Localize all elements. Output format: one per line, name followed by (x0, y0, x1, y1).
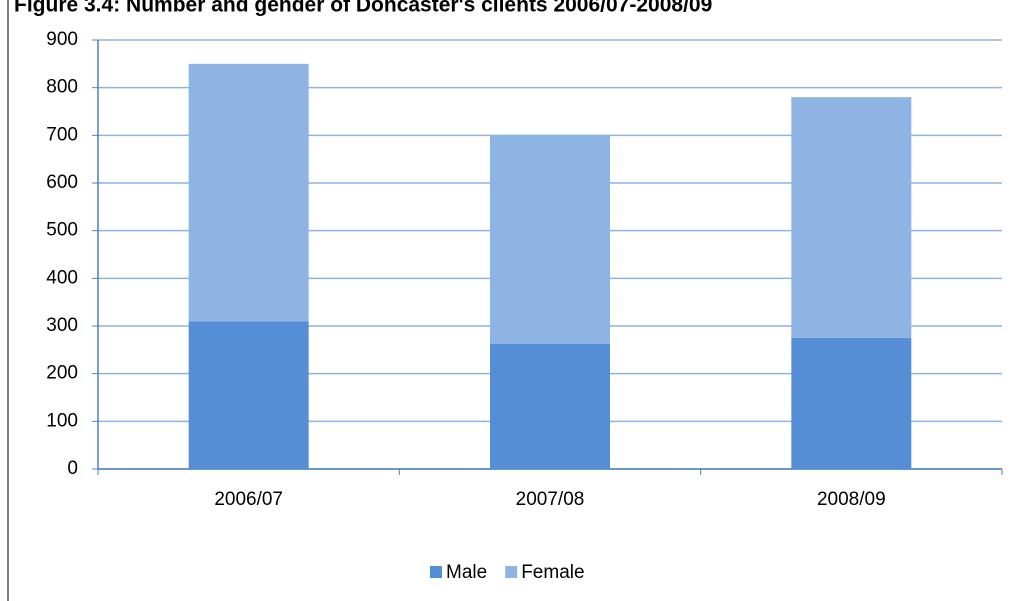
bar-segment (490, 135, 610, 344)
legend-label: Male (446, 562, 487, 583)
bar-segment (791, 97, 912, 338)
bar-segment (791, 337, 912, 469)
x-tick-label: 2008/09 (817, 489, 886, 510)
y-tick-label: 600 (46, 172, 78, 193)
y-tick-label: 300 (46, 315, 78, 336)
chart-title: Figure 3.4: Number and gender of Doncast… (14, 0, 712, 17)
legend-swatch (505, 566, 518, 578)
y-tick-label: 100 (46, 410, 78, 431)
legend-label: Female (521, 562, 584, 583)
bar-segment (188, 63, 309, 322)
y-tick-label: 200 (46, 363, 78, 384)
y-tick-label: 900 (46, 29, 78, 50)
legend-swatch (430, 566, 442, 578)
bar-segment (490, 343, 610, 469)
y-tick-label: 700 (46, 124, 78, 145)
y-tick-label: 500 (46, 220, 78, 241)
y-tick-label: 0 (67, 458, 78, 479)
x-tick-label: 2006/07 (214, 489, 283, 510)
y-tick-label: 800 (46, 77, 78, 98)
bar-segment (188, 321, 309, 469)
x-tick-label: 2007/08 (516, 489, 585, 510)
y-tick-label: 400 (46, 267, 78, 288)
